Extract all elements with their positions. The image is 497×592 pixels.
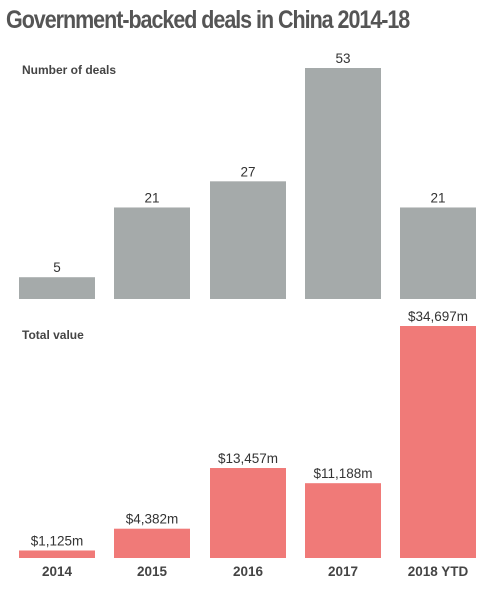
panel-label-value: Total value bbox=[22, 328, 84, 342]
category-label: 2017 bbox=[328, 564, 358, 579]
count-data-label: 27 bbox=[240, 164, 255, 179]
count-bar-2018-ytd bbox=[400, 207, 476, 299]
value-data-label: $13,457m bbox=[218, 451, 278, 466]
value-bar-2015 bbox=[114, 528, 190, 558]
category-label: 2016 bbox=[233, 564, 264, 579]
count-data-label: 21 bbox=[430, 190, 445, 205]
category-label: 2014 bbox=[42, 564, 73, 579]
value-data-label: $1,125m bbox=[31, 533, 84, 548]
value-bar-2017 bbox=[305, 483, 381, 558]
count-data-label: 53 bbox=[335, 51, 350, 66]
count-bar-2014 bbox=[19, 277, 95, 299]
count-bar-2016 bbox=[210, 181, 286, 299]
value-data-label: $11,188m bbox=[313, 466, 372, 481]
value-bar-2014 bbox=[19, 550, 95, 558]
count-bar-2017 bbox=[305, 68, 381, 299]
category-label: 2015 bbox=[137, 564, 168, 579]
value-data-label: $34,697m bbox=[408, 309, 468, 324]
panel-label-count: Number of deals bbox=[22, 63, 116, 77]
value-bar-2016 bbox=[210, 468, 286, 558]
value-bar-2018-ytd bbox=[400, 326, 476, 558]
value-data-label: $4,382m bbox=[126, 512, 179, 527]
chart-title: Government-backed deals in China 2014-18 bbox=[6, 6, 410, 34]
count-data-label: 5 bbox=[53, 260, 61, 275]
count-data-label: 21 bbox=[144, 190, 159, 205]
category-label: 2018 YTD bbox=[408, 564, 469, 579]
count-bar-2015 bbox=[114, 207, 190, 299]
